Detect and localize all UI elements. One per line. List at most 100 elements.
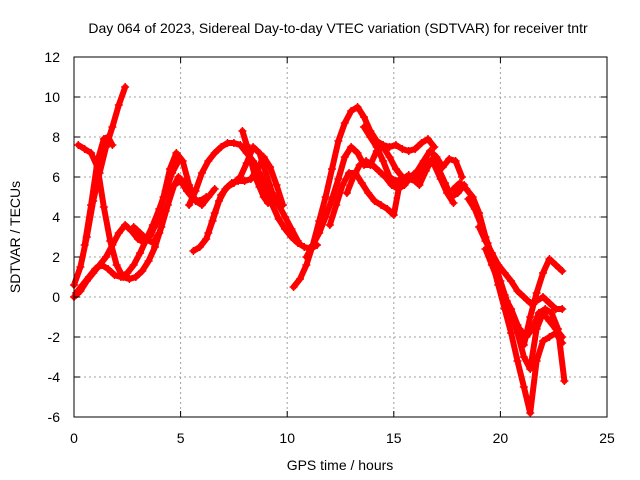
data-point — [114, 101, 123, 109]
series-track-3 — [70, 149, 219, 301]
data-point — [197, 201, 206, 209]
data-point — [404, 147, 413, 155]
data-point — [289, 283, 298, 291]
data-point — [121, 221, 130, 229]
data-point — [398, 175, 407, 183]
data-point — [108, 141, 117, 149]
data-point — [334, 175, 343, 183]
x-tick-label: 20 — [493, 430, 509, 446]
data-point — [415, 181, 424, 189]
data-point — [447, 193, 456, 201]
data-point — [272, 181, 281, 189]
data-point — [449, 185, 458, 193]
data-point — [210, 209, 219, 217]
data-point — [136, 229, 145, 237]
axis-ticks — [73, 56, 608, 418]
data-point — [97, 261, 106, 269]
data-point — [104, 265, 113, 273]
data-point — [144, 257, 153, 265]
data-point — [438, 163, 447, 171]
series-track-5 — [80, 133, 117, 249]
data-point — [249, 143, 258, 151]
data-point — [340, 153, 349, 161]
data-point — [108, 123, 117, 131]
data-point — [191, 187, 200, 195]
data-point — [513, 321, 522, 329]
data-point — [251, 173, 260, 181]
data-point — [93, 157, 102, 165]
data-point — [217, 143, 226, 151]
data-point — [99, 203, 108, 211]
data-point — [507, 305, 516, 313]
data-point — [391, 177, 400, 185]
data-point — [364, 189, 373, 197]
data-point — [432, 153, 441, 161]
data-point — [114, 229, 123, 237]
series-track-6 — [129, 173, 196, 247]
series-line — [290, 104, 438, 290]
data-point — [413, 167, 422, 175]
data-point — [76, 263, 85, 271]
y-tick-label: -2 — [48, 329, 61, 345]
data-point — [261, 169, 270, 177]
x-axis-tick-labels: 0 5 10 15 20 25 — [70, 430, 615, 446]
data-point — [391, 141, 400, 149]
data-point — [274, 201, 283, 209]
data-point — [108, 241, 117, 249]
y-tick-label: 12 — [44, 49, 60, 65]
data-point — [372, 143, 381, 151]
data-point — [74, 141, 83, 149]
data-point — [172, 149, 181, 157]
data-point — [558, 267, 567, 275]
data-point — [321, 193, 330, 201]
data-point — [84, 273, 93, 281]
data-point — [539, 293, 548, 301]
data-point — [125, 275, 134, 283]
data-point — [349, 173, 358, 181]
data-point — [204, 157, 213, 165]
data-point — [168, 185, 177, 193]
data-point — [370, 197, 379, 205]
data-point — [487, 261, 496, 269]
data-point — [519, 293, 528, 301]
data-point — [545, 333, 554, 341]
data-point — [80, 241, 89, 249]
data-point — [287, 225, 296, 233]
y-tick-label: -6 — [48, 409, 61, 425]
data-point — [545, 255, 554, 263]
data-point — [110, 271, 119, 279]
data-point — [325, 221, 334, 229]
data-point — [417, 139, 426, 147]
x-tick-label: 5 — [177, 430, 185, 446]
data-point — [513, 287, 522, 295]
data-point — [268, 189, 277, 197]
data-point — [347, 143, 356, 151]
data-point — [148, 221, 157, 229]
data-point — [383, 205, 392, 213]
series-track-9 — [204, 143, 302, 245]
data-point — [189, 247, 198, 255]
data-point — [423, 135, 432, 143]
data-point — [229, 179, 238, 187]
data-point — [121, 83, 130, 91]
data-point — [168, 169, 177, 177]
data-point — [129, 223, 138, 231]
data-point — [532, 325, 541, 333]
data-point — [101, 253, 110, 261]
data-point — [455, 179, 464, 187]
data-point — [174, 173, 183, 181]
data-point — [526, 409, 535, 417]
data-point — [385, 153, 394, 161]
data-point — [202, 235, 211, 243]
y-tick-label: 2 — [52, 249, 60, 265]
x-tick-label: 15 — [386, 430, 402, 446]
data-point — [161, 187, 170, 195]
data-point — [338, 181, 347, 189]
y-axis-tick-labels: -6 -4 -2 0 2 4 6 8 10 12 — [44, 49, 60, 425]
plot-area — [73, 56, 608, 418]
series-track-16 — [449, 179, 567, 417]
data-point — [138, 267, 147, 275]
x-tick-label: 0 — [70, 430, 78, 446]
data-point — [300, 243, 309, 251]
data-point — [449, 199, 458, 207]
